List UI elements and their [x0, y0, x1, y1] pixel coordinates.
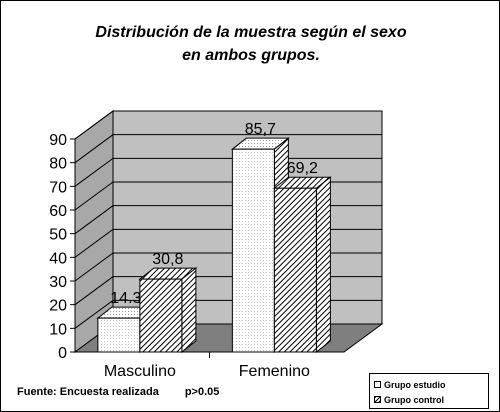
p-value-text: p>0.05: [184, 386, 220, 398]
y-tick-label: 90: [49, 132, 67, 149]
source-text: Fuente: Encuesta realizada: [17, 386, 159, 398]
chart-title-line-1: Distribución de la muestra según el sexo: [95, 24, 407, 41]
y-tick-label: 30: [49, 274, 67, 291]
y-tick-label: 40: [49, 250, 67, 267]
y-axis: 0 10 20 30 40 50 60 70 80 90: [49, 132, 76, 362]
chart-title: Distribución de la muestra según el sexo…: [1, 21, 499, 67]
legend: Grupo estudio Grupo control: [369, 373, 489, 409]
gridline: [74, 110, 382, 140]
data-label-grupo-control-femenino: 69,2: [287, 160, 318, 177]
bar-grupo-estudio-masculino-texture: [98, 319, 139, 351]
y-tick-label: 20: [49, 298, 67, 315]
gridline: [74, 134, 382, 164]
y-tick-label: 10: [49, 321, 67, 338]
legend-swatch-grupo-estudio: [374, 381, 381, 388]
x-axis: Masculino Femenino: [75, 351, 344, 380]
legend-entry-grupo-control: Grupo control: [374, 392, 484, 407]
y-tick-label: 60: [49, 203, 67, 220]
bar-grupo-estudio-femenino-texture: [233, 150, 274, 351]
data-labels: 14.3 30,8 85,7 69,2: [110, 121, 318, 307]
data-label-grupo-estudio-femenino: 85,7: [245, 121, 276, 138]
legend-label-grupo-control: Grupo control: [384, 394, 444, 405]
data-label-grupo-estudio-masculino: 14.3: [110, 290, 141, 307]
bar-grupo-control-femenino: [273, 187, 317, 353]
bar-grupo-control-masculino: [139, 278, 183, 353]
y-tick-label: 0: [58, 345, 67, 362]
legend-label-grupo-estudio: Grupo estudio: [384, 379, 446, 390]
x-tick-label-femenino: Femenino: [239, 363, 310, 380]
source-note: Fuente: Encuesta realizada p>0.05: [17, 386, 219, 398]
gridline: [74, 157, 382, 187]
bars: [96, 137, 332, 354]
bar-grupo-control-masculino-side: [181, 267, 197, 354]
y-tick-label: 50: [49, 227, 67, 244]
y-tick-label: 70: [49, 179, 67, 196]
y-tick-label: 80: [49, 156, 67, 173]
legend-swatch-grupo-control: [374, 396, 381, 403]
chart-title-line-2: en ambos grupos.: [182, 47, 320, 64]
data-label-grupo-control-masculino: 30,8: [152, 251, 183, 268]
legend-entry-grupo-estudio: Grupo estudio: [374, 377, 484, 392]
bar-grupo-control-femenino-side: [315, 176, 331, 354]
x-tick-label-masculino: Masculino: [104, 363, 176, 380]
